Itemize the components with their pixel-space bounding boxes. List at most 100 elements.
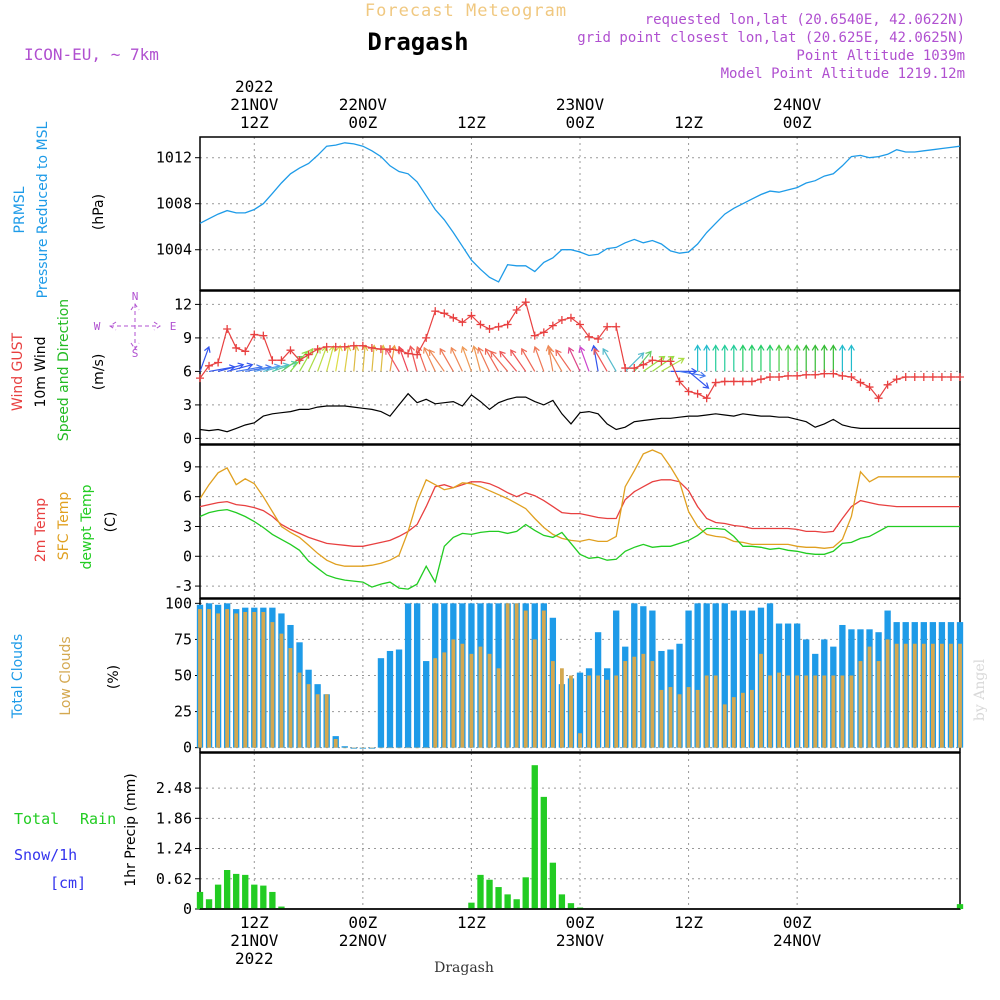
wind-gust-marker [720,377,729,386]
arrow-head [694,344,702,351]
arrow-head [490,350,497,358]
arrow-head [702,382,710,389]
time-tick-label: 12Z [457,113,486,132]
wind-gust-marker [413,350,422,359]
wind-gust-marker [820,369,829,378]
low-cloud-bar [650,661,655,748]
arrow-shaft [490,351,509,372]
low-clouds-label: Low Clouds [58,636,74,715]
compass-n: N [132,290,139,303]
time-tick-label: 00Z [566,113,595,132]
arrow-shaft [217,364,244,372]
arrow-head [829,344,837,351]
wind-gust-marker [956,372,964,381]
wind-direction-arrow [820,344,828,372]
arrow-head [721,344,729,351]
wind-direction-arrow [499,350,518,372]
wind-gust-marker [738,377,747,386]
wind-direction-arrow [254,363,281,372]
wind-gust-marker [892,375,901,384]
compass-s: S [132,347,139,360]
time-tick-label: 12Z [240,113,269,132]
pressure-panel: 1004 1008 1012 [156,136,961,291]
requested-coords: requested lon,lat (20.6540E, 42.0622N) [645,12,965,28]
chart-title: Dragash [367,28,468,56]
wind-gust-label: Wind GUST [10,332,26,411]
low-cloud-bar [478,646,483,748]
total-cloud-bar [413,603,421,748]
wind-direction-arrow [335,344,343,372]
total-cloud-bar [386,650,394,748]
low-cloud-bar [379,747,383,749]
rain-bar [567,903,575,909]
low-cloud-bar [333,739,338,748]
wind-gust-marker [340,342,349,351]
rain-bar [513,899,520,909]
y-tick-label: 1004 [156,241,192,259]
wind-gust-marker [657,357,666,366]
wind-gust-marker [766,372,774,381]
wind-gust-marker [576,320,584,329]
wind-unit-label: (m/s) [91,354,107,391]
wind-gust-marker [395,346,404,355]
arrow-shaft [439,348,454,372]
arrow-shaft [521,348,536,372]
arrow-head [699,371,707,379]
low-cloud-bar [261,611,266,748]
wind-gust-marker [313,345,322,354]
wind-direction-arrow [439,347,454,372]
time-tick-label: 23NOV [556,95,605,114]
low-cloud-bar [731,697,736,748]
low-cloud-bar [225,609,230,748]
compass-e: E [170,320,177,333]
time-tick-label: 24NOV [773,931,822,950]
arrow-head [748,344,756,351]
time-tick-label: 00Z [783,913,812,932]
low-cloud-bar [912,643,917,748]
pressure-unit-label: (hPa) [91,194,107,230]
wind-direction-arrow [748,344,756,372]
wind-gust-marker [901,372,910,381]
wind-gust-marker [865,383,874,392]
low-cloud-bar [442,652,447,748]
rain-bar [549,862,557,909]
arrow-head [766,344,774,351]
wind-gust-marker [503,320,512,329]
wind-direction-arrow [802,344,810,372]
low-cloud-bar [740,692,745,748]
low-cloud-bar [605,679,610,748]
time-tick-label: 12Z [240,913,269,932]
arrow-shaft [409,346,418,372]
y-tick-label: 0 [183,547,192,565]
time-tick-label: 24NOV [773,95,822,114]
wind-gust-marker [277,356,286,365]
wind-gust-marker [802,370,811,379]
low-cloud-bar [306,684,311,748]
low-cloud-bar [288,648,293,748]
wind-gust-marker [711,378,720,387]
low-cloud-bar [496,668,501,748]
arrow-shaft [602,348,617,372]
credit-watermark: by Angel [972,658,988,721]
time-tick-label: 00Z [348,113,377,132]
low-cloud-bar [849,675,854,748]
y-tick-label: 2.48 [156,779,192,797]
wind-gust-marker [304,350,313,359]
y-tick-label: 0 [183,429,192,447]
low-cloud-bar [659,689,664,748]
wind-direction-arrow [811,344,819,372]
arrow-shaft [477,347,491,372]
rain-bar [223,870,231,909]
point-altitude: Point Altitude 1039m [796,48,965,64]
arrow-head [730,344,738,351]
wind-direction-arrow [428,349,445,372]
arrow-shaft [335,345,341,372]
arrow-head [712,344,720,351]
low-cloud-bar [541,610,546,748]
y-tick-label: 0.62 [156,870,192,888]
arrow-shaft [534,346,545,372]
wind-gust-marker [268,356,277,365]
low-cloud-bar [831,675,836,748]
compass-arrows [109,303,161,350]
